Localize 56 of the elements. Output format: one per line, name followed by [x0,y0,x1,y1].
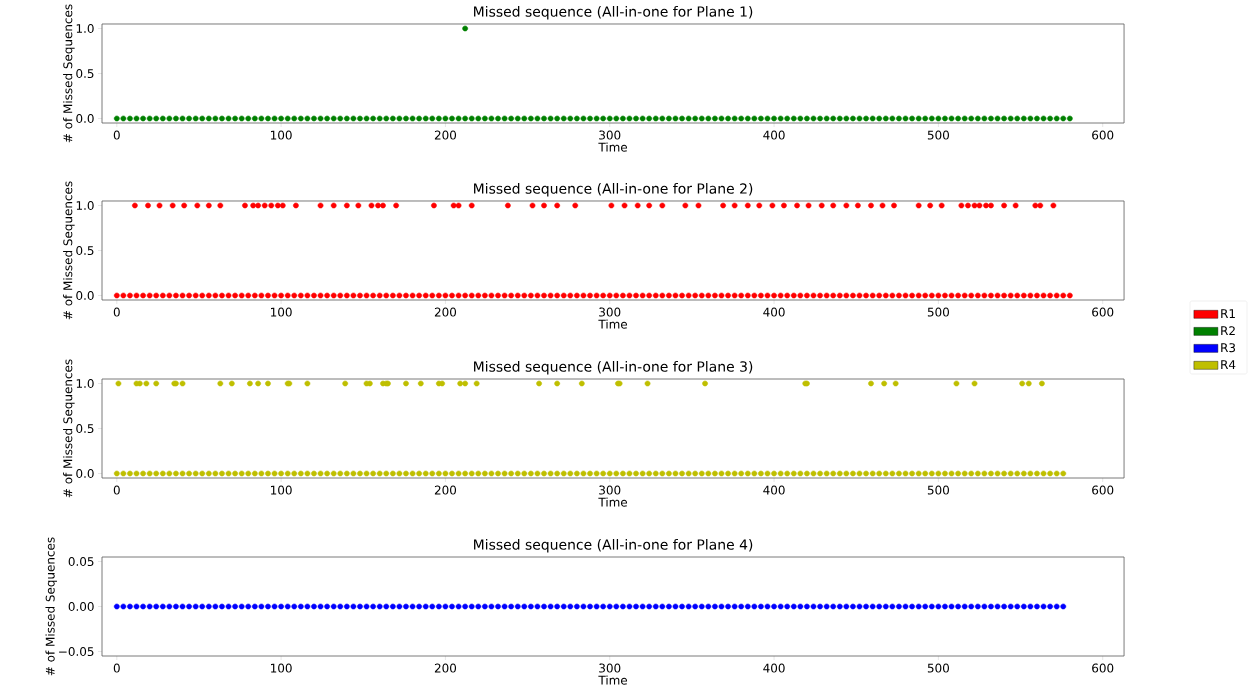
y-axis-title: # of Missed Sequences [63,359,75,498]
x-tick-label: 200 [434,663,457,673]
x-tick-label: 0 [113,130,120,140]
x-tick-label: 300 [599,307,621,317]
x-tick-label: 500 [927,130,949,140]
y-tick-label: 0.5 [76,68,94,79]
x-tick-label: 100 [271,130,292,140]
x-tick-label: 300 [599,663,621,673]
x-tick-label: 400 [763,485,785,495]
y-axis-title: # of Missed Sequences [63,181,75,320]
x-tick-label: 300 [599,485,621,495]
legend-label: R3 [1221,343,1236,353]
x-tick-label: 600 [1092,663,1114,673]
x-tick-label: 200 [434,485,457,495]
x-tick-label: 600 [1092,307,1114,317]
x-tick-label: 100 [271,663,292,673]
x-tick-label: 0 [113,307,120,317]
y-tick-label: 0.5 [76,423,94,434]
x-tick-label: 400 [763,130,785,140]
y-tick-label: 0.0 [76,290,94,301]
x-axis-title: Time [598,497,628,507]
y-tick-label: 0.5 [76,245,94,256]
x-axis-title: Time [598,675,628,685]
y-tick-label: −0.05 [59,646,94,657]
y-tick-label: 0.0 [76,468,94,479]
x-tick-label: 500 [927,307,949,317]
chart-title: Missed sequence (All-in-one for Plane 4) [474,539,753,553]
x-tick-label: 100 [271,307,292,317]
x-tick-label: 400 [763,307,785,317]
y-axis-title: # of Missed Sequences [63,4,75,143]
y-tick-label: 0.0 [76,113,94,124]
x-tick-label: 0 [113,663,120,673]
legend-label: R2 [1221,326,1235,336]
y-tick-label: 0.05 [68,556,94,567]
y-axis-title: # of Missed Sequences [45,537,58,676]
legend-label: R1 [1221,309,1235,318]
chart-title: Missed sequence (All-in-one for Plane 3) [474,361,753,375]
x-axis-title: Time [598,319,628,329]
chart-title: Missed sequence (All-in-one for Plane 2) [474,183,753,197]
x-tick-label: 200 [434,307,457,317]
x-tick-label: 300 [599,130,621,140]
y-tick-label: 0.00 [68,601,94,612]
chart-title: Missed sequence (All-in-one for Plane 1) [474,6,753,20]
x-tick-label: 500 [927,663,949,673]
x-tick-label: 600 [1092,130,1114,140]
x-tick-label: 400 [763,663,785,673]
x-axis-title: Time [598,142,628,152]
x-tick-label: 500 [927,485,949,495]
y-tick-label: 1.0 [76,378,94,389]
legend-label: R4 [1221,360,1236,369]
x-tick-label: 600 [1092,485,1114,495]
y-tick-label: 1.0 [76,23,94,34]
x-tick-label: 0 [113,485,120,495]
x-tick-label: 200 [434,130,457,140]
x-tick-label: 100 [271,485,292,495]
y-tick-label: 1.0 [76,200,94,211]
